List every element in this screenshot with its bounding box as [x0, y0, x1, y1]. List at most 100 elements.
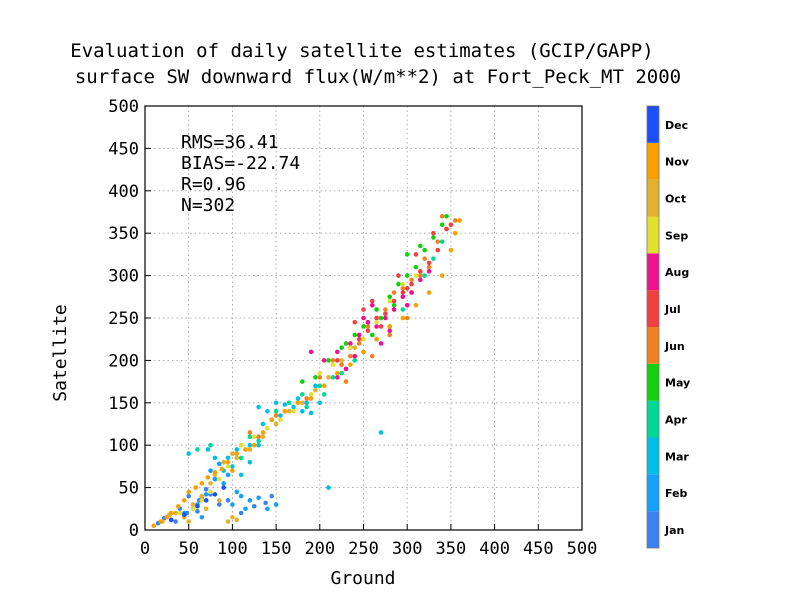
- data-point: [391, 298, 397, 304]
- colorbar-segment: [647, 290, 659, 327]
- data-point: [260, 421, 266, 427]
- y-tick-label: 400: [108, 182, 139, 202]
- data-point: [321, 358, 327, 363]
- data-point: [330, 362, 336, 367]
- data-point: [216, 476, 222, 482]
- data-point: [282, 402, 288, 407]
- data-point: [300, 392, 305, 397]
- data-point: [205, 475, 211, 480]
- data-point: [263, 500, 268, 506]
- data-point: [330, 358, 336, 363]
- data-point: [282, 408, 288, 414]
- data-point: [356, 332, 362, 338]
- data-point: [182, 498, 187, 503]
- data-point: [173, 510, 178, 516]
- data-point: [404, 315, 410, 321]
- data-point: [339, 370, 344, 376]
- data-point: [426, 290, 432, 295]
- colorbar-segment: [647, 437, 659, 475]
- data-point: [452, 230, 458, 236]
- data-point: [256, 404, 261, 410]
- data-point: [225, 498, 231, 503]
- data-point: [409, 277, 414, 283]
- data-point: [199, 481, 205, 486]
- data-point: [387, 332, 393, 338]
- data-point: [251, 503, 257, 509]
- data-point: [317, 400, 323, 406]
- data-point: [404, 252, 410, 257]
- data-point: [343, 341, 349, 346]
- data-point: [300, 400, 305, 406]
- y-axis-label: Satellite: [50, 304, 71, 402]
- colorbar-segment: [647, 253, 659, 291]
- data-point: [208, 442, 213, 448]
- data-point: [238, 510, 244, 516]
- colorbar-segment: [647, 327, 659, 364]
- data-point: [361, 315, 366, 321]
- data-point: [369, 302, 375, 308]
- data-point: [374, 336, 379, 342]
- data-point: [422, 247, 427, 253]
- data-point: [448, 222, 454, 228]
- chart-title: Evaluation of daily satellite estimates …: [70, 40, 653, 62]
- data-point: [400, 307, 406, 312]
- data-point: [164, 514, 170, 520]
- colorbar-label: Sep: [665, 229, 688, 242]
- data-point: [251, 442, 257, 448]
- data-point: [448, 247, 454, 253]
- stat-n: N=302: [181, 195, 235, 216]
- colorbar-segment: [647, 142, 659, 180]
- data-point: [361, 336, 366, 342]
- data-point: [225, 519, 231, 524]
- data-point: [247, 447, 253, 452]
- data-point: [265, 425, 270, 431]
- y-axis-ticks: 0 50 100 150 200 250 300 350 400 450 500: [108, 97, 151, 541]
- data-point: [439, 239, 445, 244]
- data-point: [426, 264, 432, 270]
- data-point: [452, 218, 458, 223]
- data-point: [400, 290, 406, 295]
- data-point: [396, 281, 401, 287]
- data-point: [435, 239, 441, 244]
- data-point: [238, 493, 244, 499]
- data-point: [230, 451, 235, 456]
- x-tick-label: 50: [178, 539, 198, 559]
- data-point: [391, 290, 397, 295]
- data-point: [295, 396, 301, 401]
- data-point: [334, 358, 340, 363]
- data-point: [151, 523, 157, 529]
- colorbar-segment: [647, 400, 659, 438]
- x-tick-label: 300: [392, 539, 423, 559]
- data-point: [247, 498, 253, 503]
- data-point: [291, 408, 296, 414]
- data-point: [343, 366, 349, 372]
- data-point: [378, 315, 384, 321]
- data-point: [374, 319, 379, 325]
- data-point: [387, 328, 393, 334]
- data-point: [260, 434, 266, 440]
- data-point: [243, 506, 248, 512]
- data-point: [321, 392, 327, 397]
- colorbar-label: Jul: [664, 303, 681, 316]
- data-point: [300, 379, 305, 384]
- data-point: [273, 400, 279, 406]
- data-point: [273, 408, 279, 414]
- data-point: [308, 396, 314, 401]
- data-point: [208, 481, 213, 486]
- data-point: [352, 353, 358, 359]
- data-point: [212, 476, 218, 482]
- x-tick-label: 500: [567, 539, 598, 559]
- data-point: [413, 264, 419, 270]
- data-point: [278, 417, 283, 423]
- y-tick-label: 50: [119, 479, 139, 499]
- data-point: [378, 324, 384, 329]
- data-point: [286, 408, 292, 414]
- data-point: [391, 302, 397, 308]
- data-point: [409, 281, 414, 287]
- colorbar-label: Apr: [665, 414, 687, 427]
- data-point: [273, 502, 279, 507]
- data-point: [348, 341, 353, 346]
- data-point: [348, 345, 353, 350]
- data-points: [151, 213, 462, 529]
- data-point: [203, 498, 209, 503]
